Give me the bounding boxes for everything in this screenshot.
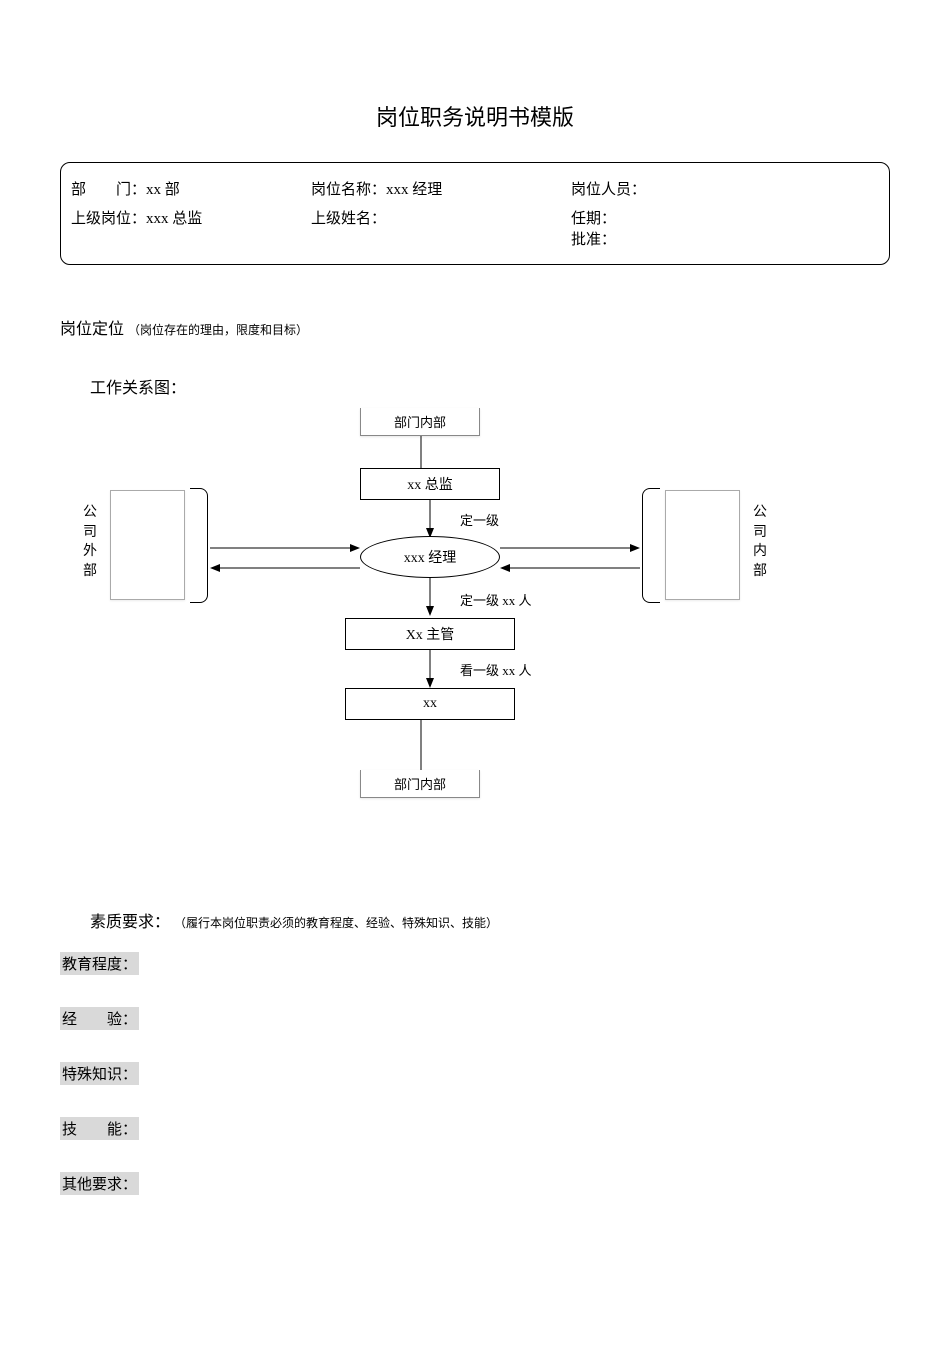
- req-item-knowledge: 特殊知识：: [60, 1062, 139, 1085]
- org-diagram: 部门内部 xx 总监 定一级 xxx 经理 定一级 xx 人 Xx 主管 看一级…: [60, 398, 890, 878]
- side-box-right: [665, 490, 740, 600]
- super-pos-value: xxx 总监: [146, 207, 202, 249]
- org-center-ellipse: xxx 经理: [360, 536, 500, 578]
- bracket-left: [190, 488, 208, 603]
- bracket-right: [642, 488, 660, 603]
- arrow-left-out: [210, 563, 360, 573]
- req-item-experience: 经 验：: [60, 1007, 139, 1030]
- req-item-education: 教育程度：: [60, 952, 139, 975]
- person-label: 岗位人员：: [571, 182, 646, 198]
- arrow-top-to-center: [425, 500, 435, 538]
- approve-label: 批准：: [571, 232, 616, 248]
- arrow-right-in: [500, 563, 640, 573]
- dept-internal-bottom: 部门内部: [360, 770, 480, 798]
- position-sub: （岗位存在的理由，限度和目标）: [128, 323, 308, 337]
- requirements-sub: （履行本岗位职责必须的教育程度、经验、特殊知识、技能）: [174, 916, 498, 930]
- req-item-skill: 技 能：: [60, 1117, 139, 1140]
- requirements-heading: 素质要求： （履行本岗位职责必须的教育程度、经验、特殊知识、技能）: [90, 908, 890, 932]
- arrow-center-to-mid: [425, 578, 435, 616]
- org-top-box: xx 总监: [360, 468, 500, 500]
- ext-label-left: 公司外部: [82, 503, 98, 581]
- diagram-title: 工作关系图：: [90, 374, 890, 398]
- document-title: 岗位职务说明书模版: [60, 100, 890, 132]
- dept-value: xx 部: [146, 178, 180, 199]
- org-mid-box: Xx 主管: [345, 618, 515, 650]
- super-name-label: 上级姓名：: [311, 207, 386, 249]
- side-box-left: [110, 490, 185, 600]
- req-item-other: 其他要求：: [60, 1172, 139, 1195]
- term-label: 任期：: [571, 211, 616, 227]
- arrow-mid-to-bottom: [425, 650, 435, 688]
- posname-label: 岗位名称：: [311, 178, 386, 199]
- note-level-2: 定一级 xx 人: [460, 590, 532, 609]
- line-tab-to-top: [420, 436, 422, 468]
- note-level-1: 定一级: [460, 510, 499, 529]
- info-row-2: 上级岗位： xxx 总监 上级姓名： 任期： 批准：: [71, 207, 879, 249]
- position-heading: 岗位定位 （岗位存在的理由，限度和目标）: [60, 315, 890, 339]
- info-row-1: 部 门： xx 部 岗位名称： xxx 经理 岗位人员：: [71, 178, 879, 199]
- org-bottom-box: xx: [345, 688, 515, 720]
- dept-label: 部 门：: [71, 178, 146, 199]
- dept-internal-top: 部门内部: [360, 408, 480, 436]
- info-box: 部 门： xx 部 岗位名称： xxx 经理 岗位人员： 上级岗位： xxx 总…: [60, 162, 890, 265]
- requirements-list: 教育程度： 经 验： 特殊知识： 技 能： 其他要求：: [60, 952, 890, 1227]
- int-label-right: 公司内部: [752, 503, 768, 581]
- requirements-heading-text: 素质要求：: [90, 914, 170, 931]
- position-heading-text: 岗位定位: [60, 321, 124, 338]
- arrow-left-in: [210, 543, 360, 553]
- arrow-right-out: [500, 543, 640, 553]
- note-level-3: 看一级 xx 人: [460, 660, 532, 679]
- super-pos-label: 上级岗位：: [71, 207, 146, 249]
- posname-value: xxx 经理: [386, 178, 442, 199]
- line-bottom-to-tab: [420, 720, 422, 770]
